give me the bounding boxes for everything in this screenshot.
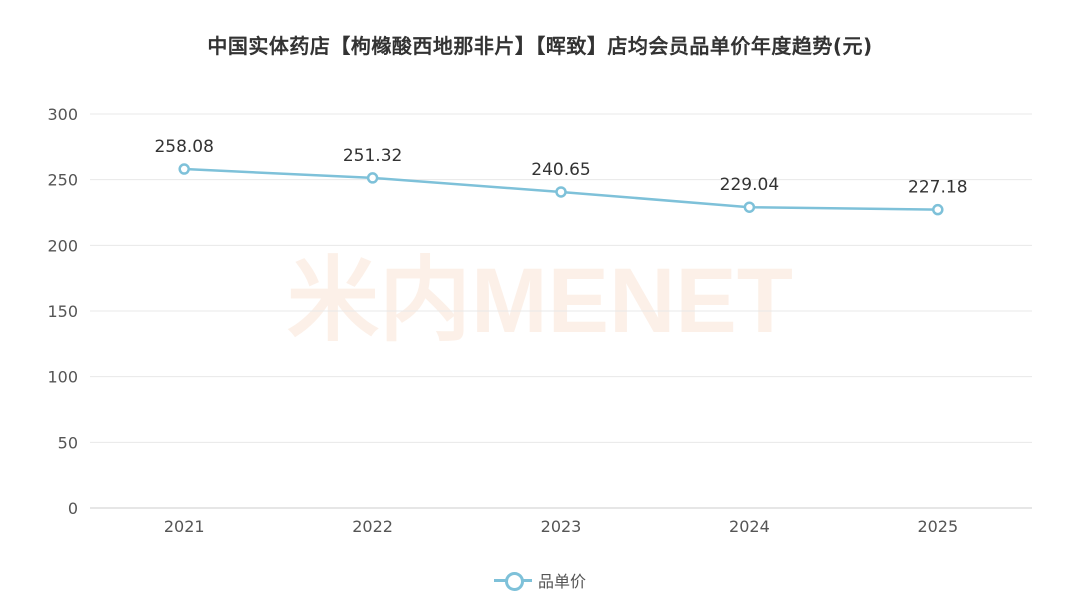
data-label: 227.18	[908, 178, 967, 198]
data-point[interactable]	[366, 172, 379, 184]
x-tick-label: 2024	[729, 517, 770, 536]
data-point[interactable]	[178, 163, 190, 175]
y-tick-label: 300	[47, 105, 78, 124]
y-axis: 0 50 100 150 200 250 300	[47, 105, 78, 518]
chart-title: 中国实体药店【枸橼酸西地那非片】【晖致】店均会员品单价年度趋势(元)	[207, 34, 873, 58]
x-axis: 2021 2022 2023 2024 2025	[164, 517, 958, 536]
data-label: 251.32	[343, 146, 402, 166]
x-tick-label: 2021	[164, 517, 205, 536]
data-point[interactable]	[743, 201, 756, 213]
watermark-text: 米内MENET	[287, 250, 793, 352]
data-labels: 258.08 251.32 240.65 229.04 227.18	[154, 137, 967, 198]
data-label: 229.04	[720, 175, 779, 195]
y-tick-label: 200	[47, 236, 78, 255]
y-tick-label: 250	[47, 171, 78, 190]
x-tick-label: 2025	[917, 517, 958, 536]
data-label: 258.08	[154, 137, 213, 157]
watermark: 米内MENET	[287, 250, 793, 352]
data-point[interactable]	[932, 203, 944, 216]
legend-label: 品单价	[537, 572, 586, 591]
y-tick-label: 150	[47, 302, 78, 321]
legend[interactable]: 品单价	[0, 568, 1080, 592]
data-point[interactable]	[555, 186, 567, 198]
x-tick-label: 2022	[352, 517, 393, 536]
data-label: 240.65	[531, 160, 590, 180]
series-line	[178, 163, 944, 216]
y-tick-label: 0	[68, 499, 78, 518]
y-tick-label: 50	[58, 433, 78, 452]
y-tick-label: 100	[47, 368, 78, 387]
gridlines	[90, 113, 1032, 509]
legend-line-icon	[493, 571, 532, 591]
x-tick-label: 2023	[541, 517, 582, 536]
